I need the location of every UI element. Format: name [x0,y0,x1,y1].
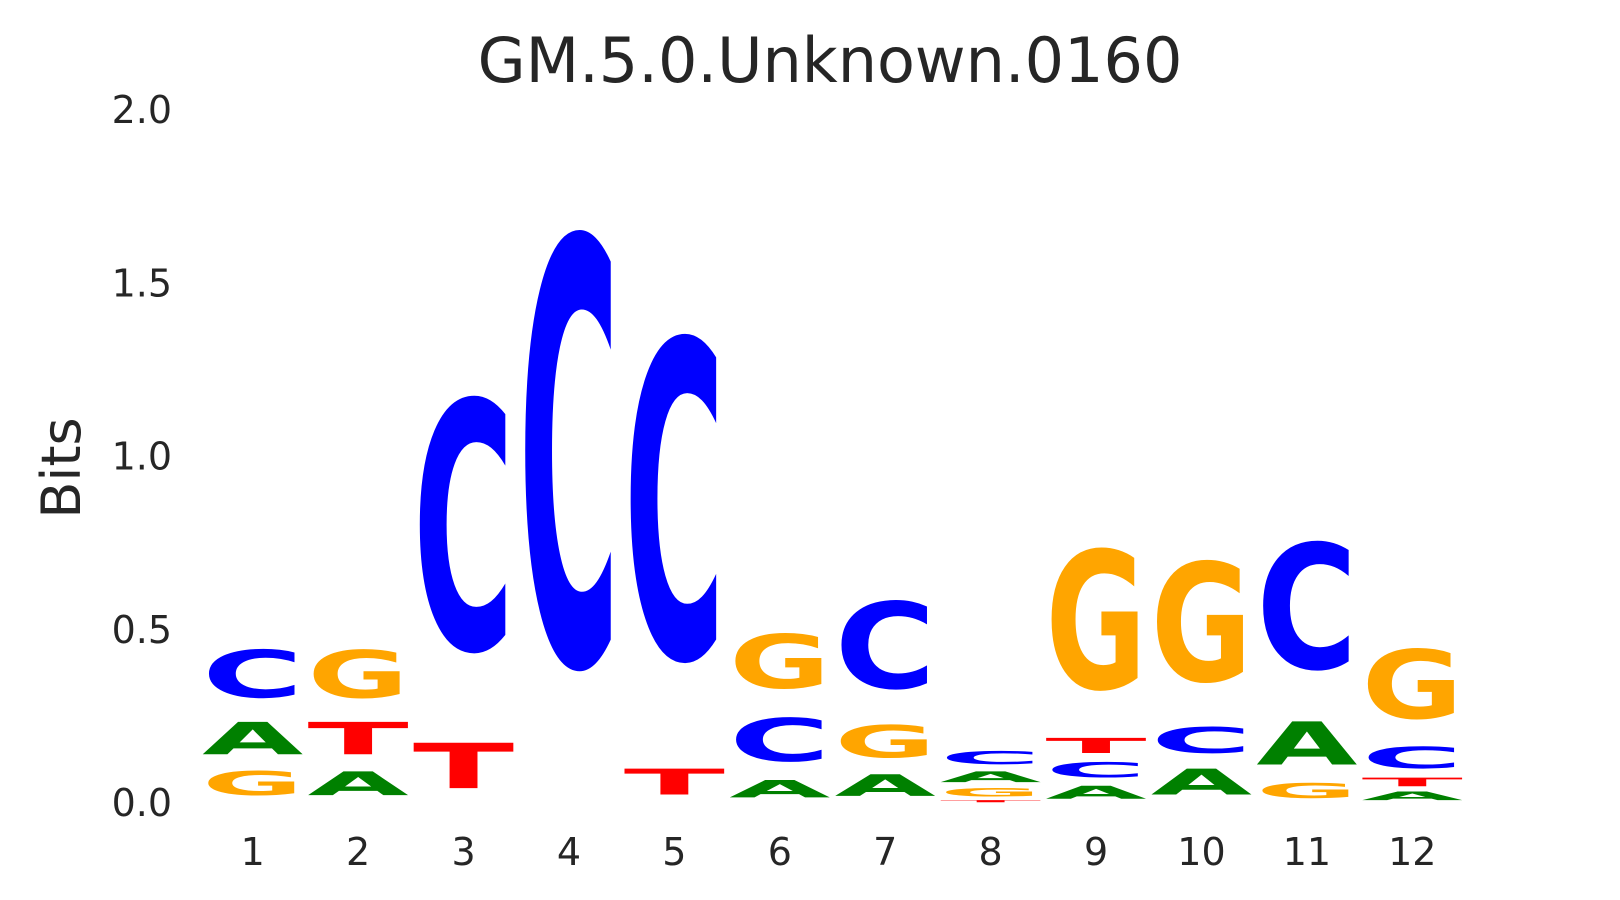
logo-letter-T: T [1045,734,1146,758]
x-tick-label: 9 [1084,830,1108,874]
y-tick-label: 0.0 [112,781,172,825]
x-tick-label: 10 [1177,830,1225,874]
logo-letter-C: C [835,579,936,716]
logo-letter-C: C [624,254,725,761]
logo-letter-A: A [1362,789,1463,803]
x-tick-label: 11 [1283,830,1331,874]
logo-letter-T: T [1362,775,1464,789]
y-tick-label: 2.0 [112,88,172,132]
x-tick-label: 6 [768,830,792,874]
x-tick-label: 1 [241,830,265,874]
logo-letter-G: G [729,620,830,706]
logo-letter-G: G [308,637,409,713]
y-tick-label: 0.5 [112,608,172,652]
logo-letter-G: G [1256,779,1357,803]
y-axis-ticks: 0.0 0.5 1.0 1.5 2.0 [112,88,172,825]
y-tick-label: 1.5 [112,261,172,305]
logo-letter-T: T [940,800,1041,803]
logo-letter-A: A [1256,710,1358,779]
logo-letter-T: T [308,713,410,765]
logo-letter-C: C [1045,758,1146,782]
logo-letter-C: C [1256,508,1357,709]
logo-letter-G: G [202,765,303,803]
logo-letter-G: G [1045,513,1146,734]
logo-letter-G: G [835,716,936,768]
logo-letter-T: T [624,762,725,803]
x-tick-label: 8 [979,830,1003,874]
logo-letter-A: A [202,713,304,765]
logo-letter-G: G [1151,531,1252,720]
logo-letter-C: C [202,637,303,713]
x-tick-label: 2 [346,830,370,874]
logo-letter-G: G [1362,630,1463,740]
x-tick-label: 4 [557,830,581,874]
logo-letter-C: C [413,334,514,730]
logo-letter-C: C [1362,741,1463,776]
logo-letter-T: T [413,730,514,803]
y-tick-label: 1.0 [112,435,172,479]
x-tick-label: 12 [1388,830,1436,874]
chart-title: GM.5.0.Unknown.0160 [478,24,1183,97]
logo-letter-A: A [1151,761,1252,803]
logo-letter-C: C [729,707,830,776]
x-tick-label: 7 [873,830,897,874]
logo-letter-C: C [1151,720,1252,761]
logo-letter-A: A [835,769,936,803]
logo-letter-A: A [308,765,410,803]
x-axis-ticks: 1 2 3 4 5 6 7 8 9 10 11 12 [241,830,1437,874]
logo-letter-A: A [940,768,1041,785]
logo-letter-C: C [940,748,1041,769]
logo-letter-A: A [1045,782,1146,803]
logo-letter-A: A [729,776,831,803]
x-tick-label: 3 [451,830,475,874]
x-tick-label: 5 [662,830,686,874]
logo-letter-C: C [518,122,619,801]
y-axis-label: Bits [30,417,93,518]
logo-letter-G: G [940,786,1041,800]
